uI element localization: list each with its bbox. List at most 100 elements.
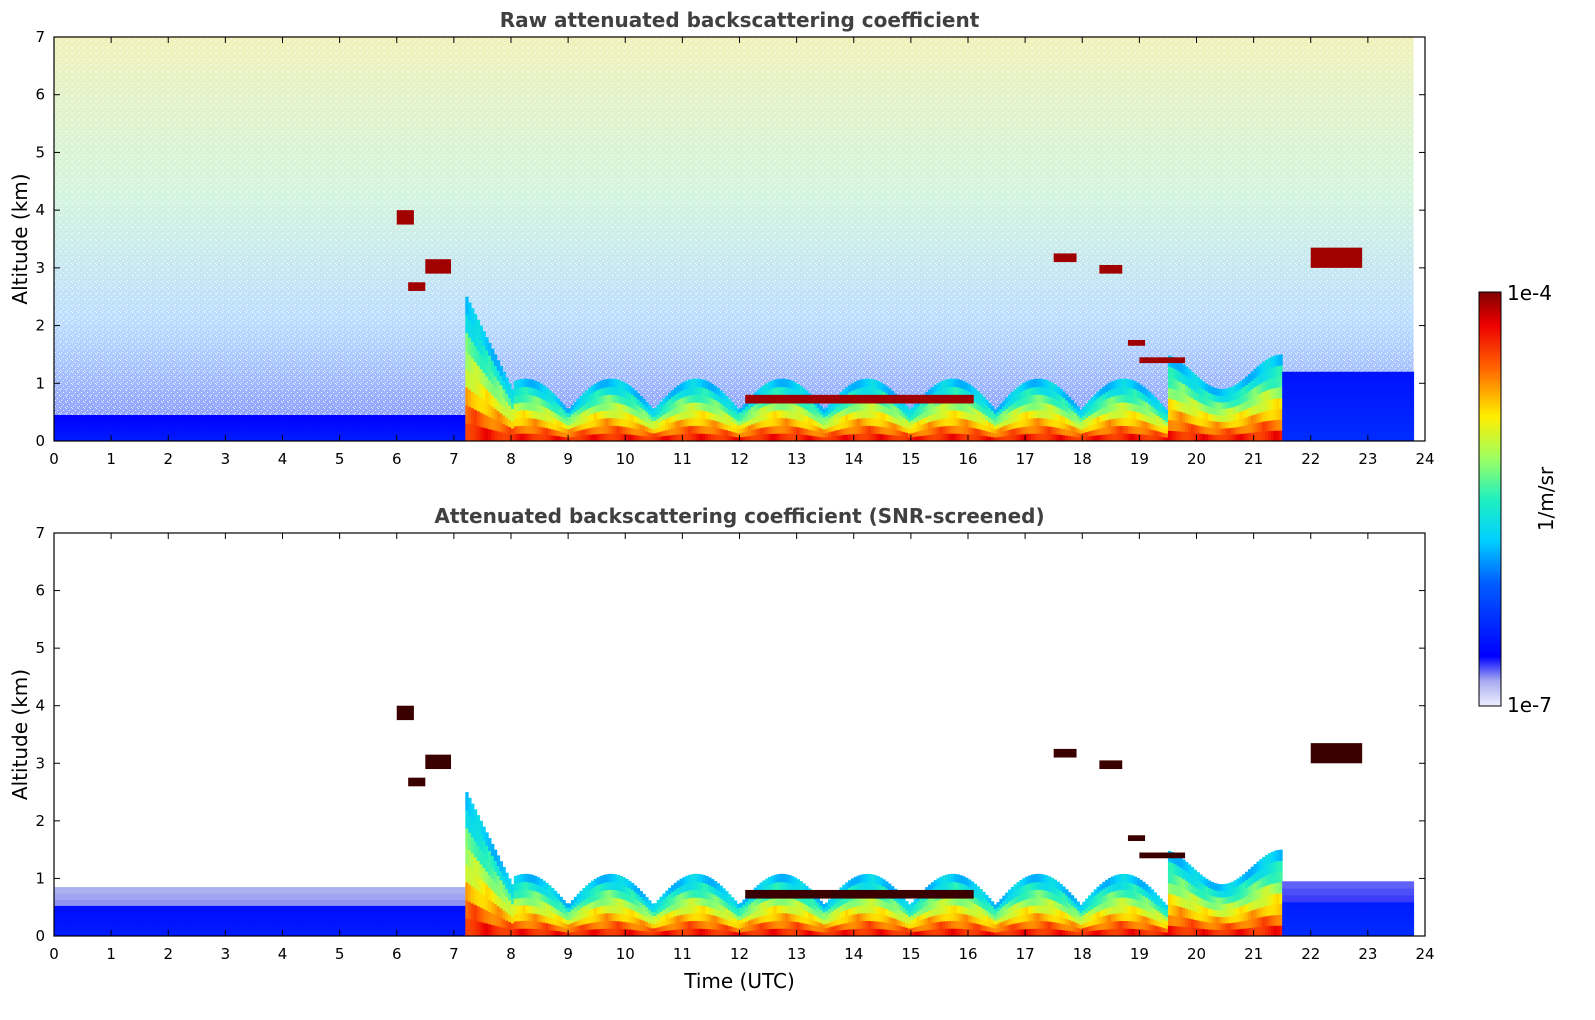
x-tick-label: 3 (221, 450, 231, 468)
x-tick-label: 17 (1016, 945, 1035, 963)
x-tick-label: 7 (449, 450, 459, 468)
x-tick-label: 4 (278, 945, 288, 963)
x-tick-label: 14 (844, 450, 863, 468)
cloud-layer (425, 754, 452, 770)
cloud-layer (425, 259, 452, 274)
x-tick-label: 22 (1301, 945, 1320, 963)
cloud-layer (1053, 253, 1077, 263)
x-tick-label: 2 (163, 945, 173, 963)
x-tick-label: 5 (335, 450, 345, 468)
y-tick-label: 2 (35, 812, 45, 830)
y-tick-label: 0 (35, 432, 45, 450)
x-tick-label: 15 (901, 450, 920, 468)
x-tick-label: 9 (563, 945, 573, 963)
cloud-layer (745, 889, 974, 899)
y-tick-label: 3 (35, 259, 45, 277)
x-tick-label: 24 (1415, 945, 1434, 963)
colorbar: 1e-4 1e-7 1/m/sr (1478, 281, 1558, 717)
cloud-layer (1127, 835, 1146, 842)
x-tick-label: 1 (106, 945, 116, 963)
cloud-layer (745, 394, 974, 404)
x-tick-label: 21 (1244, 945, 1263, 963)
cloud-layer (396, 705, 414, 721)
y-tick-label: 6 (35, 582, 45, 600)
y-tick-label: 0 (35, 927, 45, 945)
y-tick-label: 2 (35, 317, 45, 335)
x-tick-label: 0 (49, 450, 59, 468)
y-tick-label: 7 (35, 28, 45, 46)
x-tick-label: 19 (1130, 450, 1149, 468)
boundary-layer-segment (465, 792, 1283, 937)
x-tick-label: 3 (221, 945, 231, 963)
x-tick-label: 17 (1016, 450, 1035, 468)
y-tick-label: 1 (35, 869, 45, 887)
cloud-layer (408, 777, 426, 787)
x-tick-label: 12 (730, 450, 749, 468)
boundary-layer-segment (54, 415, 469, 442)
cloud-layer (1139, 357, 1186, 364)
x-tick-label: 6 (392, 945, 402, 963)
cloud-layer (396, 210, 414, 225)
cloud-layer (1139, 852, 1186, 859)
x-tick-label: 13 (787, 945, 806, 963)
cloud-layer (1127, 340, 1146, 346)
x-tick-label: 0 (49, 945, 59, 963)
x-tick-label: 2 (163, 450, 173, 468)
x-tick-label: 22 (1301, 450, 1320, 468)
x-tick-label: 7 (449, 945, 459, 963)
y-tick-label: 7 (35, 524, 45, 542)
x-tick-label: 4 (278, 450, 288, 468)
boundary-layer-segment (1282, 371, 1415, 442)
y-tick-label: 4 (35, 697, 45, 715)
y-tick-label: 5 (35, 143, 45, 161)
y-tick-label: 5 (35, 639, 45, 657)
x-tick-label: 16 (958, 945, 977, 963)
boundary-layer-segment (54, 887, 469, 937)
x-tick-label: 8 (506, 450, 516, 468)
x-tick-label: 19 (1130, 945, 1149, 963)
x-tick-label: 14 (844, 945, 863, 963)
x-tick-label: 12 (730, 945, 749, 963)
y-axis-label: Altitude (km) (8, 669, 32, 800)
x-tick-label: 8 (506, 945, 516, 963)
x-tick-label: 16 (958, 450, 977, 468)
x-tick-label: 18 (1073, 450, 1092, 468)
x-tick-label: 11 (673, 450, 692, 468)
boundary-layer-segment (1282, 881, 1415, 937)
panel-title: Attenuated backscattering coefficient (S… (434, 504, 1044, 528)
x-tick-label: 21 (1244, 450, 1263, 468)
cloud-layer (408, 282, 426, 291)
x-tick-label: 11 (673, 945, 692, 963)
colorbar-unit-label: 1/m/sr (1534, 466, 1558, 531)
x-tick-label: 5 (335, 945, 345, 963)
x-tick-label: 1 (106, 450, 116, 468)
panel-1: 0 1 2 3 4 5 6 7 8 9 10 11 12 13 14 15 16 17 18 19 20 21 22 23 24… (8, 8, 1435, 468)
x-tick-label: 24 (1415, 450, 1434, 468)
colorbar-max-label: 1e-4 (1507, 281, 1552, 305)
x-tick-label: 13 (787, 450, 806, 468)
panel-title: Raw attenuated backscattering coefficien… (500, 8, 980, 32)
panel-2: 0 1 2 3 4 5 6 7 8 9 10 11 12 13 14 15 16 17 18 19 20 21 22 23 24… (8, 504, 1435, 993)
x-tick-label: 20 (1187, 945, 1206, 963)
colorbar-bar (1478, 291, 1502, 707)
cloud-layer (1099, 264, 1123, 274)
noise-speckle (54, 37, 1414, 441)
plot-area (54, 533, 1425, 936)
x-tick-label: 23 (1358, 450, 1377, 468)
x-axis-label: Time (UTC) (683, 969, 795, 993)
x-tick-label: 10 (616, 945, 635, 963)
colorbar-min-label: 1e-7 (1507, 693, 1552, 717)
y-tick-label: 3 (35, 754, 45, 772)
y-tick-label: 1 (35, 374, 45, 392)
cloud-layer (1310, 743, 1363, 764)
y-axis-label: Altitude (km) (8, 173, 32, 304)
x-tick-label: 23 (1358, 945, 1377, 963)
x-tick-label: 10 (616, 450, 635, 468)
cloud-layer (1099, 760, 1123, 770)
x-tick-label: 20 (1187, 450, 1206, 468)
y-tick-label: 6 (35, 86, 45, 104)
cloud-layer (1310, 247, 1363, 268)
y-tick-label: 4 (35, 201, 45, 219)
x-tick-label: 15 (901, 945, 920, 963)
